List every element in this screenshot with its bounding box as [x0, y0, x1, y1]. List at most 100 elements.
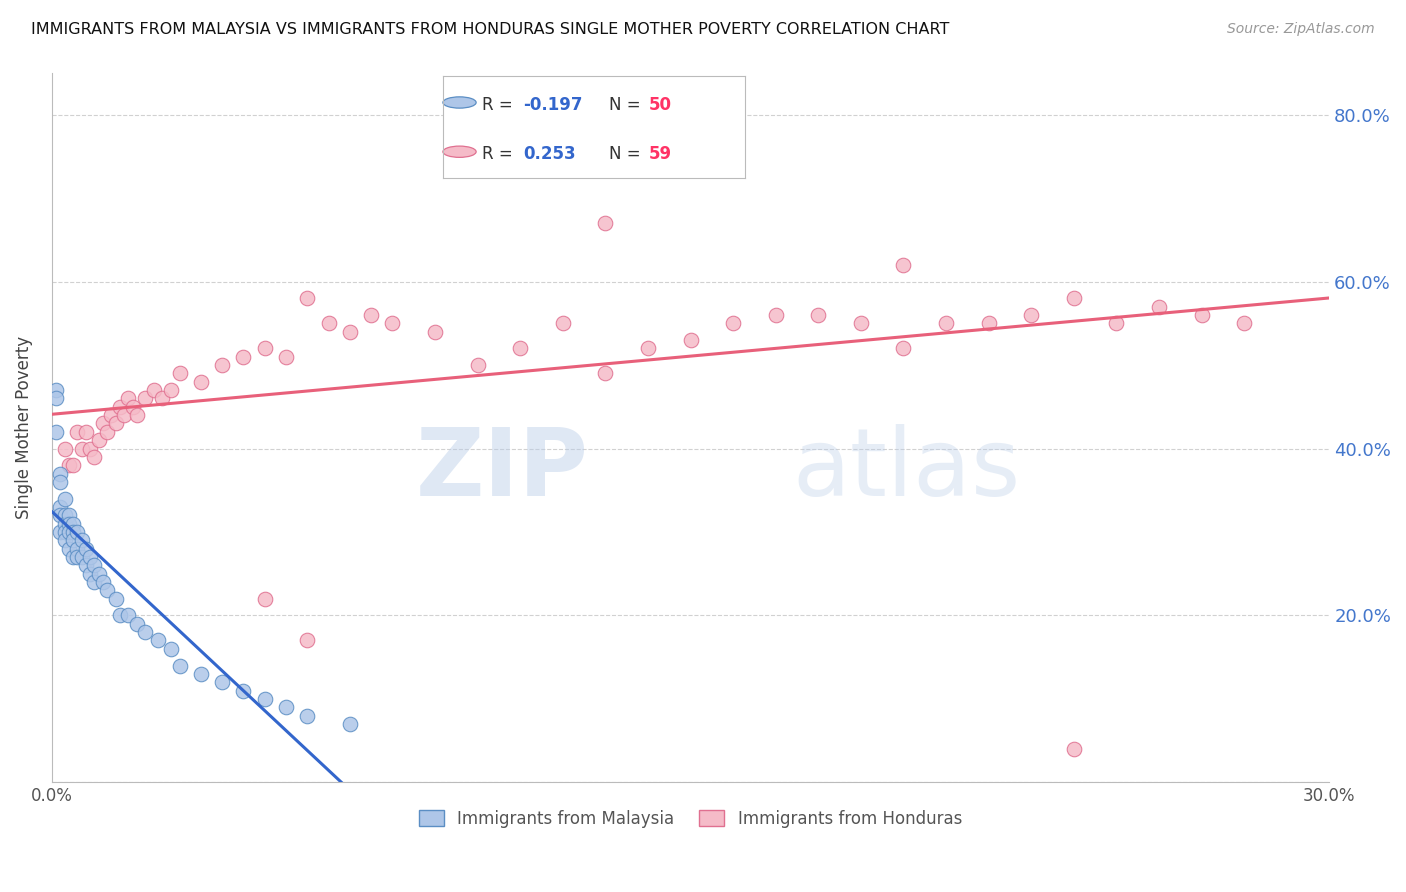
Point [121, 400, 143, 414]
Point [152, 392, 174, 406]
Point [125, 616, 148, 631]
Point [297, 633, 319, 648]
Point [211, 358, 233, 372]
Point [66, 425, 89, 439]
Point [45, 392, 67, 406]
Point [91, 575, 114, 590]
Point [253, 591, 276, 606]
Point [977, 316, 1000, 330]
Point [62, 533, 84, 548]
Point [637, 342, 659, 356]
Point [595, 216, 617, 230]
Point [297, 291, 319, 305]
Point [360, 308, 382, 322]
Point [142, 383, 165, 397]
Point [79, 566, 101, 581]
Point [53, 508, 76, 523]
Point [232, 683, 254, 698]
Point [45, 425, 67, 439]
Text: Source: ZipAtlas.com: Source: ZipAtlas.com [1227, 22, 1375, 37]
Point [104, 417, 127, 431]
Point [79, 549, 101, 564]
Point [595, 367, 617, 381]
Point [49, 475, 72, 489]
Point [893, 342, 915, 356]
Point [679, 333, 702, 347]
Point [274, 700, 297, 714]
Point [53, 516, 76, 531]
Point [112, 408, 135, 422]
Point [53, 524, 76, 539]
Point [595, 149, 617, 163]
Point [53, 442, 76, 456]
Point [58, 458, 80, 473]
Point [160, 383, 183, 397]
Point [108, 608, 131, 623]
Text: atlas: atlas [793, 425, 1021, 516]
Point [45, 383, 67, 397]
Point [79, 442, 101, 456]
Point [148, 633, 170, 648]
Text: N =: N = [609, 145, 645, 162]
Point [134, 625, 156, 640]
Point [49, 524, 72, 539]
Point [807, 308, 830, 322]
Point [318, 316, 340, 330]
Point [169, 367, 191, 381]
Text: ZIP: ZIP [415, 425, 588, 516]
Point [58, 524, 80, 539]
Point [125, 408, 148, 422]
Point [423, 325, 446, 339]
Point [53, 491, 76, 506]
Point [49, 467, 72, 481]
Point [104, 591, 127, 606]
Point [58, 541, 80, 556]
Point [96, 425, 118, 439]
Circle shape [443, 146, 477, 157]
Point [1105, 316, 1128, 330]
Text: R =: R = [482, 145, 519, 162]
Point [49, 508, 72, 523]
Point [87, 566, 110, 581]
Point [62, 458, 84, 473]
Point [70, 442, 93, 456]
Point [96, 583, 118, 598]
Point [253, 342, 276, 356]
Point [339, 717, 361, 731]
Point [509, 342, 531, 356]
Point [721, 316, 744, 330]
Point [70, 533, 93, 548]
Point [467, 358, 489, 372]
Point [58, 516, 80, 531]
Point [83, 575, 105, 590]
Point [62, 516, 84, 531]
Point [211, 675, 233, 690]
Point [62, 524, 84, 539]
Point [1019, 308, 1042, 322]
Point [190, 375, 212, 389]
Point [66, 524, 89, 539]
Point [66, 541, 89, 556]
Point [100, 408, 122, 422]
Point [169, 658, 191, 673]
Point [893, 258, 915, 272]
Point [87, 433, 110, 447]
Point [253, 692, 276, 706]
Point [1233, 316, 1256, 330]
Y-axis label: Single Mother Poverty: Single Mother Poverty [15, 336, 32, 519]
Text: R =: R = [482, 95, 519, 113]
Point [62, 549, 84, 564]
Text: 0.253: 0.253 [523, 145, 575, 162]
Circle shape [443, 97, 477, 108]
Point [551, 316, 574, 330]
Point [849, 316, 872, 330]
Point [1191, 308, 1213, 322]
Point [91, 417, 114, 431]
Point [83, 558, 105, 573]
Point [66, 549, 89, 564]
Point [765, 308, 787, 322]
Text: 50: 50 [648, 95, 672, 113]
Point [134, 392, 156, 406]
Point [1147, 300, 1170, 314]
Point [1063, 291, 1085, 305]
